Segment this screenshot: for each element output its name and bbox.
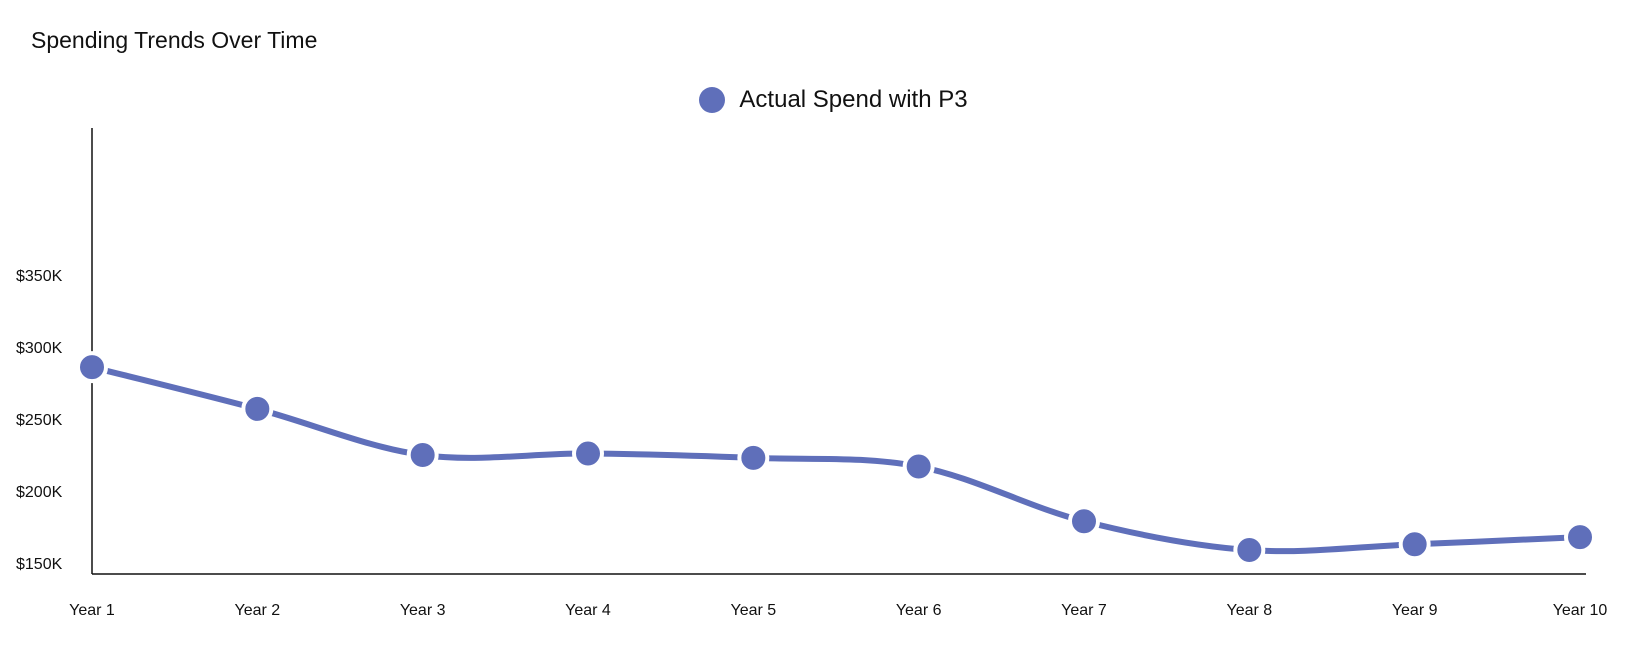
x-tick-label: Year 3 — [400, 602, 446, 619]
data-point[interactable] — [241, 392, 274, 425]
legend-swatch — [699, 87, 726, 113]
x-tick-label: Year 6 — [896, 602, 942, 619]
axes — [91, 128, 1586, 575]
series-points — [76, 351, 1596, 567]
data-point[interactable] — [1398, 528, 1431, 561]
data-point[interactable] — [737, 441, 770, 474]
legend: Actual Spend with P3 — [0, 86, 1631, 114]
x-axis-ticks: Year 1 Year 2 Year 3 Year 4 Year 5 Year 6 Year… — [69, 602, 1607, 619]
data-point[interactable] — [1233, 534, 1266, 567]
legend-item[interactable]: Actual Spend with P3 — [699, 86, 968, 114]
y-tick-label: $200K — [16, 484, 63, 501]
x-tick-label: Year 8 — [1226, 602, 1272, 619]
series-line — [89, 364, 1583, 555]
data-point[interactable] — [1564, 521, 1596, 554]
y-axis-ticks: $150K $200K $250K $300K $350K — [16, 268, 63, 573]
data-point[interactable] — [902, 450, 935, 483]
x-tick-label: Year 4 — [565, 602, 611, 619]
y-tick-label: $250K — [16, 412, 63, 429]
y-tick-label: $150K — [16, 556, 63, 573]
series-lines — [89, 364, 1583, 555]
data-point[interactable] — [572, 437, 604, 470]
x-tick-label: Year 9 — [1392, 602, 1438, 619]
x-tick-label: Year 7 — [1061, 602, 1107, 619]
legend-label: Actual Spend with P3 — [739, 86, 968, 113]
data-point[interactable] — [1068, 505, 1100, 538]
x-tick-label: Year 1 — [69, 602, 115, 619]
data-point[interactable] — [406, 439, 439, 471]
x-tick-label: Year 10 — [1553, 602, 1608, 619]
data-point[interactable] — [76, 351, 108, 384]
chart-title: Spending Trends Over Time — [31, 27, 318, 53]
y-tick-label: $350K — [16, 268, 63, 285]
x-tick-label: Year 2 — [234, 602, 280, 619]
x-tick-label: Year 5 — [730, 602, 776, 619]
y-tick-label: $300K — [16, 340, 63, 357]
